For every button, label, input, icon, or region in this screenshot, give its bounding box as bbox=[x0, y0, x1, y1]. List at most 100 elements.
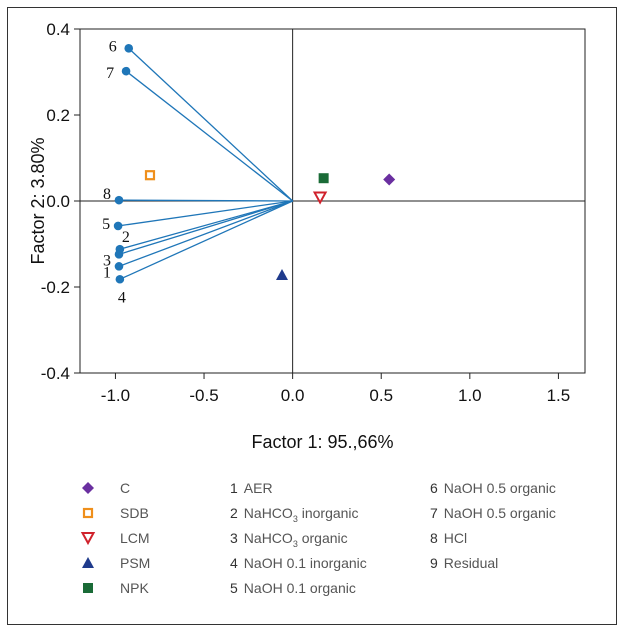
reference-lines bbox=[80, 29, 585, 373]
x-axis-title: Factor 1: 95.,66% bbox=[251, 432, 393, 452]
variable-legend-text: Residual bbox=[443, 555, 499, 571]
variable-point-7 bbox=[121, 66, 131, 76]
legend-marker-npk bbox=[83, 583, 93, 593]
variable-legend-number: 6 bbox=[430, 480, 438, 496]
variable-legend-item: 9 Residual bbox=[430, 553, 498, 573]
variable-legend-text: HCl bbox=[443, 530, 468, 546]
case-legend-item: LCM bbox=[80, 528, 210, 548]
legend-marker-sdb bbox=[82, 507, 94, 519]
variable-point-label-5: 5 bbox=[102, 216, 110, 233]
case-marker-psm bbox=[276, 268, 288, 280]
legend-marker-shape bbox=[83, 583, 93, 593]
variable-legend-item: 4 NaOH 0.1 inorganic bbox=[230, 553, 367, 573]
variable-legend-text: NaOH 0.5 organic bbox=[443, 505, 556, 521]
case-legend-label: SDB bbox=[120, 505, 149, 521]
variable-legend-text: NaHCO bbox=[243, 530, 293, 546]
variable-point-label-7: 7 bbox=[106, 65, 114, 82]
x-axis-ticks: -1.0 -0.5 0.0 0.5 1.0 1.5 bbox=[101, 373, 570, 405]
legend-marker-c bbox=[82, 482, 94, 494]
variable-legend-col2: 6 NaOH 0.5 organic 7 NaOH 0.5 organic 8 HCl 9 R… bbox=[430, 478, 615, 618]
y-tick-label: 0.0 bbox=[46, 192, 70, 211]
y-axis-title: Factor 2: 3.80% bbox=[28, 137, 48, 264]
y-tick-label: 0.2 bbox=[46, 106, 70, 125]
variable-point-label-6: 6 bbox=[109, 38, 117, 55]
y-tick-label: -0.2 bbox=[41, 278, 70, 297]
case-legend-label: NPK bbox=[120, 580, 149, 596]
variable-point-6 bbox=[124, 44, 134, 53]
figure-frame bbox=[7, 7, 617, 625]
variable-legend-suffix: organic bbox=[297, 530, 348, 546]
legend-marker-shape bbox=[82, 507, 94, 519]
variable-point-label-2: 2 bbox=[122, 229, 130, 246]
variable-legend-text: NaOH 0.5 organic bbox=[443, 480, 556, 496]
variable-legend-item: 3 NaHCO3 organic bbox=[230, 528, 348, 549]
y-tick-label: -0.4 bbox=[41, 364, 70, 383]
variable-vector-8 bbox=[118, 199, 293, 202]
variable-vector-2 bbox=[119, 200, 293, 250]
variable-vector-3 bbox=[118, 200, 293, 255]
variable-legend-number: 2 bbox=[230, 505, 238, 521]
case-legend-item: PSM bbox=[80, 553, 210, 573]
variable-legend-number: 4 bbox=[230, 555, 238, 571]
case-marker-sdb bbox=[144, 170, 156, 181]
variable-legend-col1: 1 AER 2 NaHCO3 inorganic 3 NaHCO3 organic 4 NaO… bbox=[230, 478, 430, 618]
legend-marker-shape bbox=[82, 482, 94, 494]
variable-legend-item: 6 NaOH 0.5 organic bbox=[430, 478, 556, 498]
variable-legend-number: 1 bbox=[230, 480, 238, 496]
legend-marker-psm bbox=[82, 557, 94, 568]
variable-point-8 bbox=[114, 195, 124, 205]
legend-marker-lcm bbox=[80, 532, 96, 546]
variable-legend-item: 2 NaHCO3 inorganic bbox=[230, 503, 359, 524]
case-legend-item: SDB bbox=[80, 503, 210, 523]
variable-point-label-8: 8 bbox=[103, 186, 111, 203]
legend-marker-shape bbox=[80, 532, 96, 546]
variable-vector-1 bbox=[118, 200, 293, 267]
variable-legend-item: 8 HCl bbox=[430, 528, 467, 548]
variable-legend-subscript: 3 bbox=[292, 538, 298, 549]
x-tick-label: 0.5 bbox=[369, 386, 393, 405]
y-axis-ticks: 0.4 0.2 0.0 -0.2 -0.4 bbox=[41, 20, 80, 383]
variable-legend-text: NaOH 0.1 inorganic bbox=[243, 555, 367, 571]
case-markers bbox=[144, 170, 396, 280]
x-tick-label: 0.0 bbox=[281, 386, 305, 405]
variable-point-label-3: 3 bbox=[103, 252, 111, 269]
case-marker-c bbox=[383, 173, 396, 186]
case-legend-item: C bbox=[80, 478, 210, 498]
case-legend-item: NPK bbox=[80, 578, 210, 598]
case-marker-npk bbox=[318, 173, 329, 184]
variable-legend-number: 3 bbox=[230, 530, 238, 546]
case-legend-label: LCM bbox=[120, 530, 150, 546]
variable-point-1 bbox=[114, 262, 124, 271]
variable-vector-6 bbox=[128, 47, 294, 202]
variable-point-4 bbox=[115, 274, 125, 284]
variable-point-label-4: 4 bbox=[118, 289, 126, 306]
variable-legend-item: 5 NaOH 0.1 organic bbox=[230, 578, 356, 598]
case-legend-label: PSM bbox=[120, 555, 151, 571]
variable-legend-item: 7 NaOH 0.5 organic bbox=[430, 503, 556, 523]
variable-legend-text: AER bbox=[243, 480, 273, 496]
y-tick-label: 0.4 bbox=[46, 20, 70, 39]
variable-legend-item: 1 AER bbox=[230, 478, 273, 498]
variable-legend-text: NaHCO bbox=[243, 505, 293, 521]
variable-point-5 bbox=[113, 221, 123, 231]
x-tick-label: 1.0 bbox=[458, 386, 482, 405]
case-legend: C SDB LCM PSM NPK bbox=[80, 478, 210, 618]
variable-legend-number: 9 bbox=[430, 555, 438, 571]
variable-legend-subscript: 3 bbox=[292, 513, 298, 524]
legend-marker-shape bbox=[82, 557, 94, 568]
case-marker-lcm bbox=[312, 191, 328, 205]
variable-legend-suffix: inorganic bbox=[297, 505, 359, 521]
variable-legend-number: 5 bbox=[230, 580, 238, 596]
case-legend-label: C bbox=[120, 480, 131, 496]
variable-point-3 bbox=[114, 250, 124, 259]
variable-point-label-1: 1 bbox=[103, 264, 111, 281]
variable-vector-7 bbox=[125, 70, 294, 202]
variable-legend-number: 8 bbox=[430, 530, 438, 546]
variable-legend-number: 7 bbox=[430, 505, 438, 521]
x-tick-label: 1.5 bbox=[547, 386, 571, 405]
variable-vector-5 bbox=[118, 200, 293, 227]
x-tick-label: -1.0 bbox=[101, 386, 130, 405]
variable-vector-4 bbox=[119, 200, 293, 280]
variable-legend-text: NaOH 0.1 organic bbox=[243, 580, 356, 596]
